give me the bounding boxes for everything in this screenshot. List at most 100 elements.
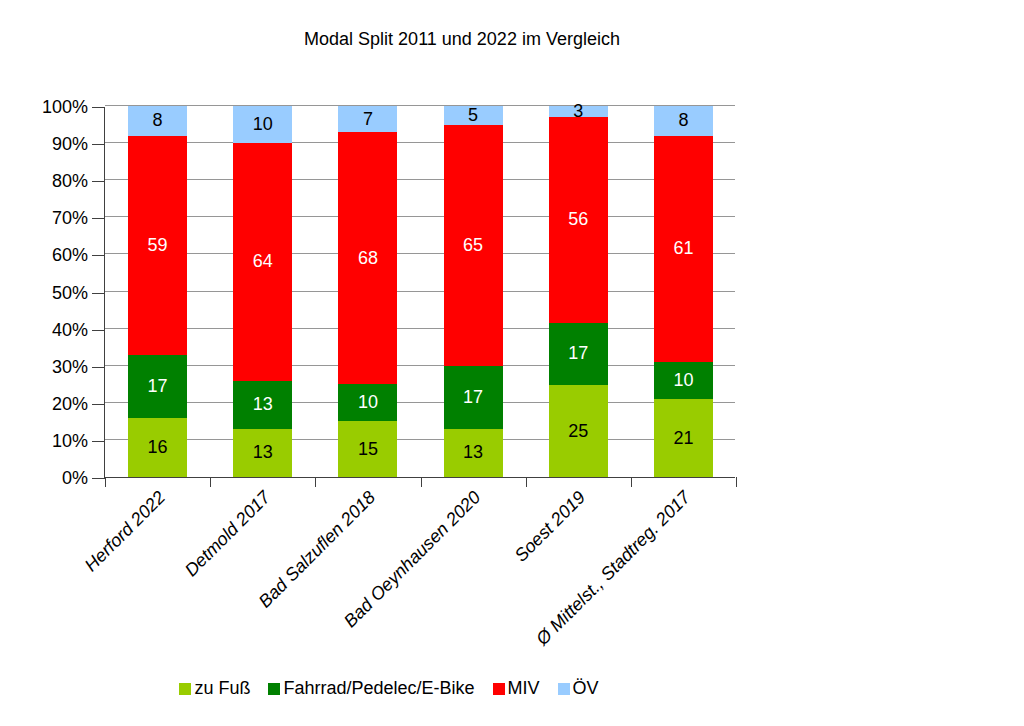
gridline [105, 439, 735, 440]
bar-segment: 64 [233, 143, 292, 380]
y-axis-label: 30% [52, 356, 88, 377]
segment-value-label: 25 [568, 421, 588, 442]
bar-segment: 13 [233, 429, 292, 477]
chart: Modal Split 2011 und 2022 im Vergleich 1… [0, 0, 1024, 726]
segment-value-label: 3 [573, 101, 583, 122]
segment-value-label: 5 [468, 105, 478, 126]
y-axis-tick [92, 293, 105, 294]
y-axis-tick [92, 330, 105, 331]
y-axis-tick [92, 107, 105, 108]
x-axis-category-label: Detmold 2017 [180, 487, 274, 581]
segment-value-label: 64 [253, 251, 273, 272]
segment-value-label: 8 [153, 110, 163, 131]
y-axis-label: 100% [42, 97, 88, 118]
bar-segment: 61 [654, 136, 713, 362]
segment-value-label: 61 [673, 238, 693, 259]
y-axis-tick [92, 181, 105, 182]
chart-title: Modal Split 2011 und 2022 im Vergleich [0, 29, 924, 50]
bar-segment: 59 [128, 136, 187, 355]
y-axis-label: 10% [52, 430, 88, 451]
x-axis-category-label: Bad Salzuflen 2018 [255, 487, 380, 612]
legend-label: Fahrrad/Pedelec/E-Bike [283, 678, 474, 699]
y-axis-label: 0% [62, 468, 88, 489]
segment-value-label: 65 [463, 235, 483, 256]
bar-segment: 65 [444, 125, 503, 366]
gridline [105, 328, 735, 329]
bar-segment: 13 [233, 381, 292, 429]
bar-segment: 3 [549, 106, 608, 117]
x-axis-tick [736, 477, 737, 487]
segment-value-label: 13 [463, 442, 483, 463]
gridline [105, 179, 735, 180]
legend-swatch [493, 683, 505, 695]
gridline [105, 105, 735, 106]
y-axis-label: 70% [52, 208, 88, 229]
segment-value-label: 10 [253, 114, 273, 135]
gridline [105, 216, 735, 217]
x-axis-category-label: Herford 2022 [80, 487, 169, 576]
x-axis-tick [526, 477, 527, 487]
gridline [105, 365, 735, 366]
gridline [105, 253, 735, 254]
y-axis-tick [92, 441, 105, 442]
y-axis-label: 40% [52, 319, 88, 340]
legend-label: ÖV [573, 678, 599, 699]
legend-item: ÖV [558, 678, 599, 699]
bar-segment: 10 [233, 106, 292, 143]
segment-value-label: 59 [148, 235, 168, 256]
legend-swatch [268, 683, 280, 695]
gridline [105, 402, 735, 403]
gridline [105, 291, 735, 292]
y-axis-label: 80% [52, 171, 88, 192]
segment-value-label: 21 [673, 428, 693, 449]
y-axis-label: 60% [52, 245, 88, 266]
segment-value-label: 10 [673, 370, 693, 391]
segment-value-label: 8 [678, 110, 688, 131]
bar-segment: 8 [654, 106, 713, 136]
segment-value-label: 17 [463, 387, 483, 408]
bar-segment: 10 [654, 362, 713, 399]
y-axis-tick [92, 404, 105, 405]
bar-segment: 10 [338, 384, 397, 421]
y-axis-tick [92, 478, 105, 479]
segment-value-label: 15 [358, 439, 378, 460]
segment-value-label: 16 [148, 437, 168, 458]
segment-value-label: 10 [358, 392, 378, 413]
y-axis-label: 90% [52, 134, 88, 155]
segment-value-label: 13 [253, 442, 273, 463]
segment-value-label: 7 [363, 109, 373, 130]
bar-segment: 56 [549, 117, 608, 323]
bar-segment: 17 [549, 323, 608, 385]
y-axis-label: 20% [52, 393, 88, 414]
bar-segment: 25 [549, 385, 608, 477]
legend-label: MIV [508, 678, 540, 699]
segment-value-label: 56 [568, 209, 588, 230]
x-axis-category-label: Soest 2019 [511, 487, 590, 566]
legend-item: MIV [493, 678, 540, 699]
x-axis-tick [631, 477, 632, 487]
segment-value-label: 68 [358, 248, 378, 269]
y-axis-tick [92, 144, 105, 145]
bar-segment: 13 [444, 429, 503, 477]
gridline [105, 142, 735, 143]
plot-area: 100%90%80%70%60%50%40%30%20%10%0%1617598… [104, 107, 735, 478]
legend-label: zu Fuß [194, 678, 250, 699]
legend-item: Fahrrad/Pedelec/E-Bike [268, 678, 474, 699]
bar-segment: 5 [444, 106, 503, 125]
segment-value-label: 17 [568, 343, 588, 364]
bar-segment: 16 [128, 418, 187, 477]
bar-segment: 17 [128, 355, 187, 418]
y-axis-tick [92, 218, 105, 219]
x-axis-tick [315, 477, 316, 487]
bar-segment: 68 [338, 132, 397, 384]
legend-swatch [558, 683, 570, 695]
segment-value-label: 17 [148, 376, 168, 397]
bar-segment: 17 [444, 366, 503, 429]
legend: zu Fuß Fahrrad/Pedelec/E-Bike MIV ÖV [0, 678, 778, 699]
legend-item: zu Fuß [179, 678, 250, 699]
x-axis-tick [105, 477, 106, 487]
bar-segment: 21 [654, 399, 713, 477]
bar-segment: 15 [338, 421, 397, 477]
bar-segment: 7 [338, 106, 397, 132]
y-axis-tick [92, 255, 105, 256]
